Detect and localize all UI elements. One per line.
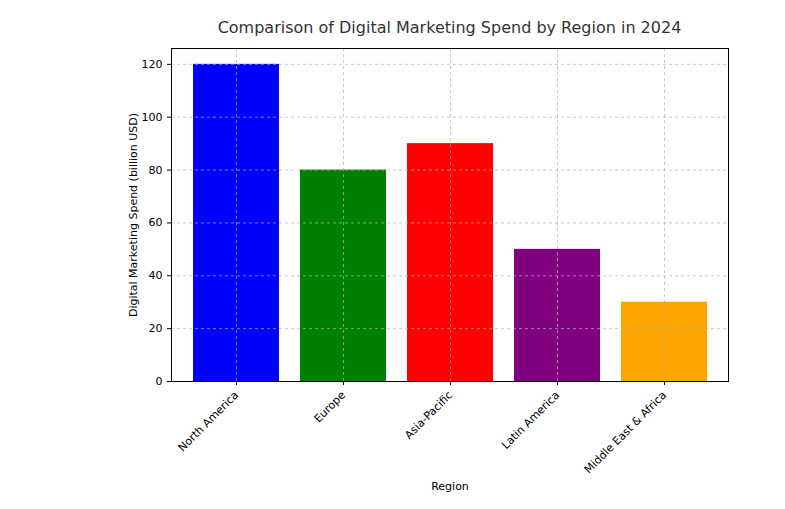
svg-text:Asia-Pacific: Asia-Pacific	[402, 389, 455, 442]
svg-text:Digital Marketing Spend (billi: Digital Marketing Spend (billion USD)	[127, 113, 140, 317]
svg-text:120: 120	[142, 58, 163, 71]
svg-text:Latin America: Latin America	[499, 389, 562, 452]
html-text:Comparison of Digital Marketin: Comparison of Digital Marketing Spend by…	[217, 18, 682, 37]
svg-text:100: 100	[142, 111, 163, 124]
svg-text:Region: Region	[431, 480, 469, 493]
svg-text:20: 20	[149, 322, 163, 335]
svg-text:0: 0	[156, 375, 163, 388]
svg-text:60: 60	[149, 216, 163, 229]
svg-text:80: 80	[149, 164, 163, 177]
svg-text:40: 40	[149, 269, 163, 282]
svg-text:North America: North America	[176, 389, 242, 455]
svg-text:Middle East & Africa: Middle East & Africa	[582, 389, 669, 476]
svg-text:Europe: Europe	[312, 389, 349, 426]
